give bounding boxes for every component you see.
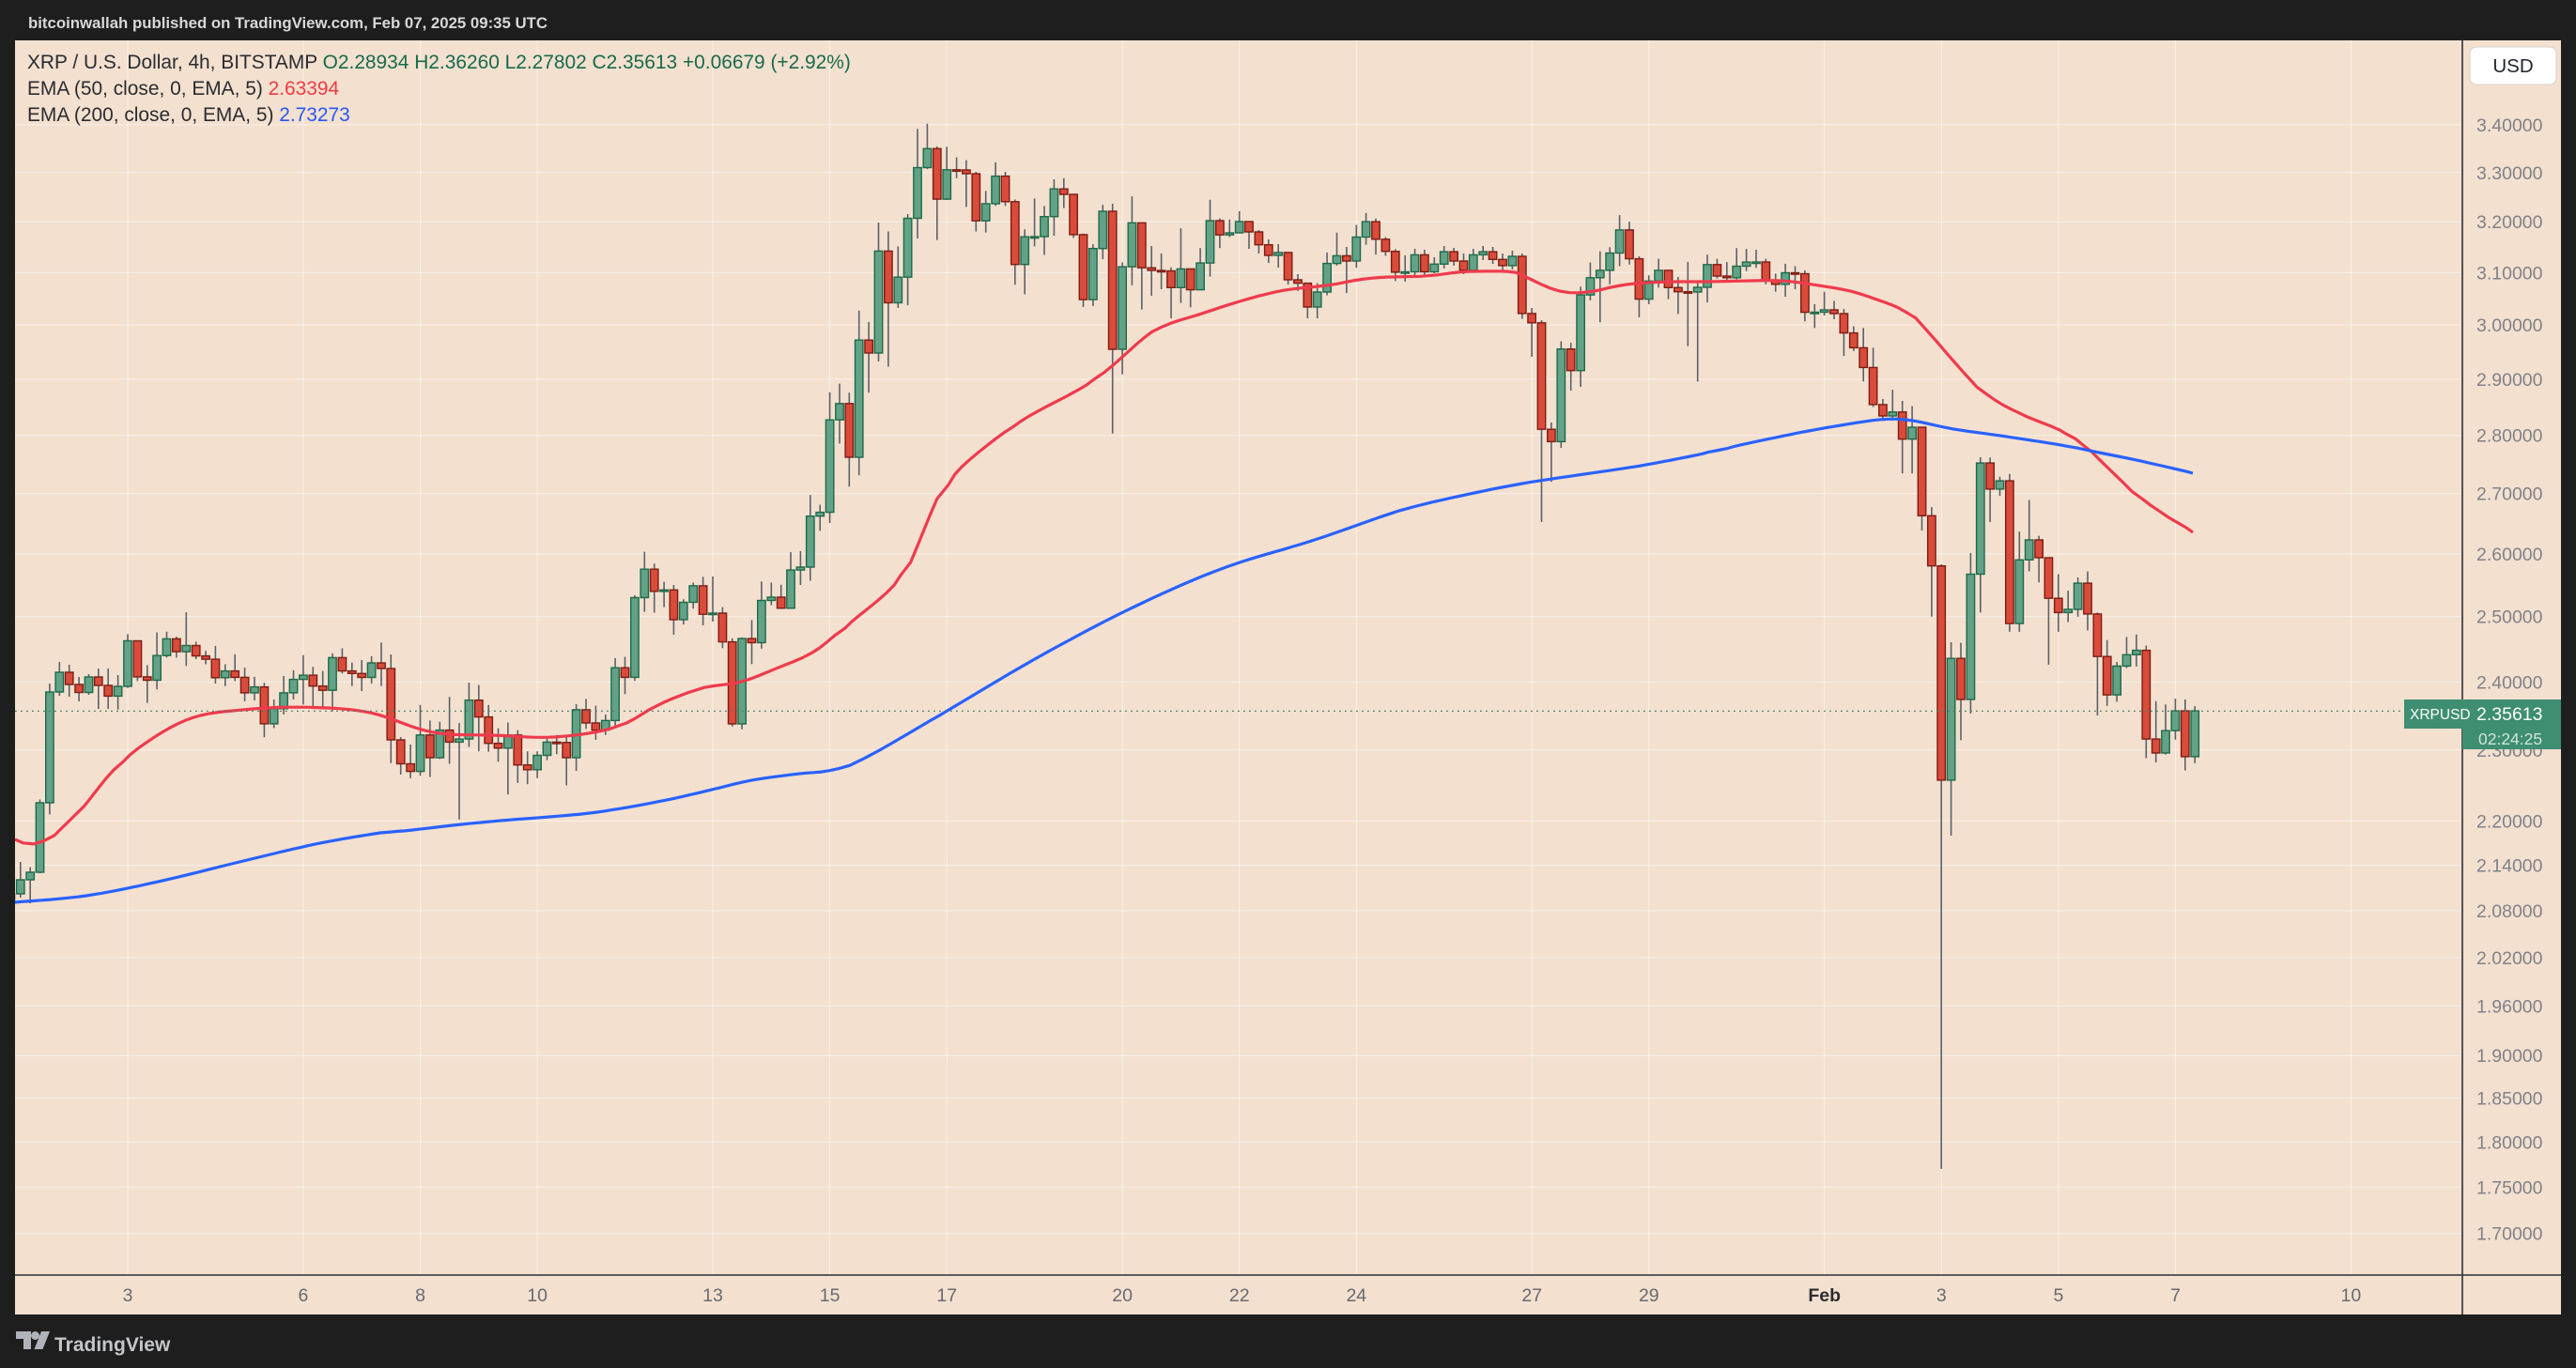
svg-text:2.60000: 2.60000	[2476, 545, 2543, 565]
svg-text:TradingView: TradingView	[54, 1334, 171, 1356]
svg-text:7: 7	[2170, 1285, 2181, 1306]
svg-text:27: 27	[1521, 1285, 1542, 1306]
svg-text:2.90000: 2.90000	[2476, 370, 2543, 391]
svg-text:3.30000: 3.30000	[2476, 163, 2543, 184]
svg-text:3.00000: 3.00000	[2476, 315, 2543, 336]
svg-text:2.80000: 2.80000	[2476, 426, 2543, 447]
svg-text:USD: USD	[2492, 55, 2533, 77]
svg-text:XRPUSD: XRPUSD	[2410, 707, 2471, 723]
svg-text:2.02000: 2.02000	[2476, 948, 2543, 969]
svg-text:EMA (200, close, 0, EMA, 5): EMA (200, close, 0, EMA, 5) 2.73273	[27, 104, 350, 126]
svg-text:2.08000: 2.08000	[2476, 901, 2543, 922]
svg-text:5: 5	[2053, 1285, 2063, 1306]
svg-text:8: 8	[415, 1285, 425, 1306]
svg-text:3.10000: 3.10000	[2476, 263, 2543, 284]
svg-text:1.75000: 1.75000	[2476, 1177, 2543, 1198]
svg-text:2.20000: 2.20000	[2476, 812, 2543, 833]
svg-text:1.70000: 1.70000	[2476, 1224, 2543, 1245]
svg-text:1.85000: 1.85000	[2476, 1089, 2543, 1110]
svg-text:1.90000: 1.90000	[2476, 1046, 2543, 1067]
svg-text:3.20000: 3.20000	[2476, 212, 2543, 233]
svg-text:10: 10	[2341, 1285, 2362, 1306]
svg-text:3: 3	[1936, 1285, 1947, 1306]
svg-text:2.40000: 2.40000	[2476, 672, 2543, 693]
svg-text:XRP / U.S. Dollar, 4h, BITSTAM: XRP / U.S. Dollar, 4h, BITSTAMP O2.28934…	[27, 52, 851, 73]
svg-text:bitcoinwallah published on Tra: bitcoinwallah published on TradingView.c…	[28, 14, 548, 32]
svg-text:3: 3	[123, 1285, 133, 1306]
svg-text:02:24:25: 02:24:25	[2478, 730, 2542, 748]
svg-text:10: 10	[527, 1285, 548, 1306]
svg-text:2.14000: 2.14000	[2476, 856, 2543, 877]
svg-text:2.50000: 2.50000	[2476, 607, 2543, 628]
svg-text:24: 24	[1346, 1285, 1366, 1306]
svg-text:3.40000: 3.40000	[2476, 115, 2543, 136]
svg-text:13: 13	[702, 1285, 723, 1306]
svg-text:2.35613: 2.35613	[2476, 704, 2543, 725]
svg-text:20: 20	[1112, 1285, 1133, 1306]
svg-text:1.80000: 1.80000	[2476, 1132, 2543, 1153]
svg-text:EMA (50, close, 0, EMA, 5) 2: EMA (50, close, 0, EMA, 5) 2.63394	[27, 78, 339, 100]
svg-text:29: 29	[1639, 1285, 1659, 1306]
svg-text:2.70000: 2.70000	[2476, 484, 2543, 505]
svg-text:1.96000: 1.96000	[2476, 996, 2543, 1017]
svg-text:22: 22	[1229, 1285, 1250, 1306]
svg-text:15: 15	[820, 1285, 841, 1306]
svg-text:17: 17	[936, 1285, 957, 1306]
svg-text:Feb: Feb	[1808, 1285, 1841, 1306]
svg-text:6: 6	[298, 1285, 308, 1306]
